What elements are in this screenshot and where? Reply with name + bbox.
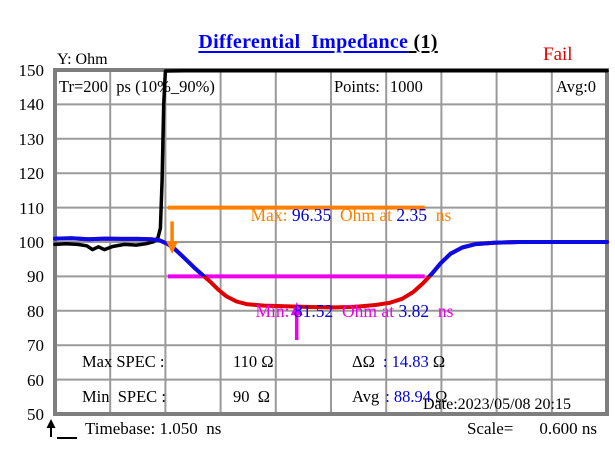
y-axis-tick-label: 140	[18, 95, 45, 115]
max-annotation: Max: 96.35 Ohm at 2.35 ns	[233, 185, 452, 245]
min-annotation-unit: ns	[429, 301, 454, 321]
scale-label: Scale=	[466, 419, 514, 438]
min-annotation-mid: Ohm at	[333, 301, 399, 321]
min-spec-value: 90 Ω	[233, 387, 271, 406]
step-reference	[53, 68, 609, 252]
page-title: Differential Impedance (1)	[0, 8, 615, 77]
max-annotation-unit: ns	[426, 205, 452, 225]
reference-marker-icon	[46, 419, 77, 439]
scale-value: 0.600 ns	[539, 419, 597, 438]
max-marker-arrow	[166, 221, 179, 255]
delta-readout: ΔΩ : 14.83 Ω	[352, 346, 445, 378]
max-annotation-mid: Ohm at	[331, 205, 397, 225]
y-axis-tick-label: 80	[27, 301, 44, 321]
averaging-readout: Avg:0	[556, 77, 597, 96]
min-annotation-label: Min:	[255, 301, 294, 321]
scale-readout: Scale= 0.600 ns	[467, 419, 597, 439]
min-annotation-value: 81.52	[293, 301, 334, 321]
max-annotation-label: Max:	[250, 205, 292, 225]
delta-unit: Ω	[428, 352, 446, 371]
min-marker-arrow	[290, 302, 303, 341]
min-spec-label: Min SPEC :	[82, 387, 166, 406]
max-annotation-value: 96.35	[291, 205, 332, 225]
avg-value: : 88.94	[385, 387, 432, 406]
min-annotation: Min: 81.52 Ohm at 3.82 ns	[238, 281, 454, 341]
y-axis-caption: Y: Ohm	[57, 51, 108, 68]
status-badge: Fail	[543, 44, 573, 65]
page-title-main: Differential Impedance	[198, 31, 409, 53]
delta-label: ΔΩ	[352, 352, 375, 371]
avg-label: Avg	[352, 387, 380, 406]
points-value: 1000	[389, 77, 423, 96]
differential-impedance-in-spec	[53, 236, 609, 277]
delta-value: : 14.83	[382, 352, 429, 371]
avg-unit: Ω	[431, 387, 448, 406]
max-spec-value: 110 Ω	[233, 352, 274, 371]
risetime-readout: Tr=200 ps (10%_90%)	[59, 77, 215, 96]
avg-readout: Avg : 88.94 Ω	[352, 381, 447, 413]
y-axis-tick-label: 60	[27, 370, 44, 390]
y-axis-tick-label: 90	[27, 267, 44, 287]
points-readout: Points: 1000	[334, 71, 423, 103]
points-label: Points:	[334, 77, 380, 96]
y-axis-tick-label: 150	[18, 61, 45, 80]
max-spec-label: Max SPEC :	[82, 352, 165, 371]
y-axis-tick-label: 130	[18, 129, 45, 149]
min-annotation-time: 3.82	[398, 301, 430, 321]
page-title-suffix: (1)	[408, 31, 438, 53]
y-axis-tick-label: 110	[19, 198, 44, 218]
y-axis-tick-label: 50	[27, 405, 44, 424]
y-axis-tick-label: 120	[18, 164, 45, 184]
date-stamp: Date:2023/05/08 20:15	[423, 396, 571, 413]
y-axis-tick-label: 100	[18, 233, 45, 252]
max-annotation-time: 2.35	[396, 205, 427, 225]
y-axis-tick-label: 70	[27, 336, 44, 356]
timebase-readout: Timebase: 1.050 ns	[85, 419, 222, 438]
